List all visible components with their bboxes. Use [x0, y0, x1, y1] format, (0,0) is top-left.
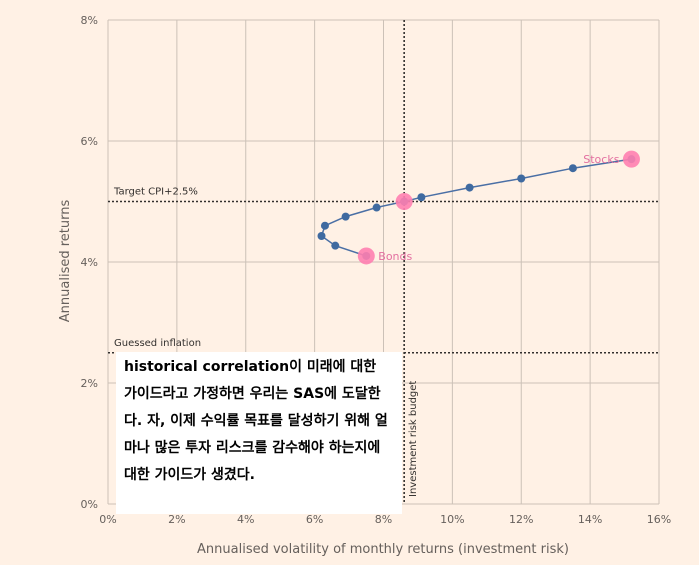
x-tick-label: 16% [647, 513, 671, 526]
y-tick-label: 6% [81, 135, 98, 148]
data-point [372, 203, 381, 212]
y-tick-label: 0% [81, 498, 98, 511]
data-point [417, 193, 426, 202]
x-tick-label: 14% [578, 513, 602, 526]
highlight-label: Stocks [583, 153, 619, 166]
data-point [341, 212, 350, 221]
caption-box: historical correlation이 미래에 대한 가이드라고 가정하… [116, 352, 402, 514]
caption-bold: historical correlation [124, 359, 290, 375]
highlight-points: Bonds Stocks [357, 150, 640, 265]
highlight-point [622, 150, 640, 168]
data-point [517, 174, 526, 183]
x-tick-label: 4% [237, 513, 254, 526]
data-point [465, 183, 474, 192]
x-tick-label: 2% [168, 513, 185, 526]
data-point [317, 231, 326, 240]
data-point [568, 164, 577, 173]
x-tick-label: 6% [306, 513, 323, 526]
reference-line-label: Target CPI+2.5% [113, 187, 198, 198]
highlight-point [357, 247, 375, 265]
y-tick-label: 4% [81, 256, 98, 269]
data-point [331, 241, 340, 250]
x-tick-label: 12% [509, 513, 533, 526]
x-tick-label: 0% [99, 513, 116, 526]
data-point [320, 221, 329, 230]
frontier-line [320, 158, 632, 257]
y-tick-label: 2% [81, 377, 98, 390]
reference-line-label: Guessed inflation [114, 338, 201, 349]
tick-labels: 0% 2% 4% 6% 8% 10% 12% 14% 16% 0% 2% 4% 6% 8% [81, 14, 672, 526]
reference-line-label: Investment risk budget [408, 381, 419, 497]
x-axis-title: Annualised volatility of monthly returns… [197, 542, 569, 557]
data-points [317, 155, 636, 260]
y-tick-label: 8% [81, 14, 98, 27]
highlight-point [395, 193, 413, 210]
x-tick-label: 10% [440, 513, 464, 526]
x-tick-label: 8% [375, 513, 392, 526]
caption-text: 이 미래에 대한 가이드라고 가정하면 우리는 SAS에 도달한다. 자, 이제… [124, 359, 388, 483]
y-axis-title: Annualised returns [58, 200, 73, 323]
reference-lines: Target CPI+2.5% Guessed inflation Investme… [108, 20, 659, 504]
highlight-label: Bonds [378, 250, 412, 263]
series-line [320, 158, 632, 257]
